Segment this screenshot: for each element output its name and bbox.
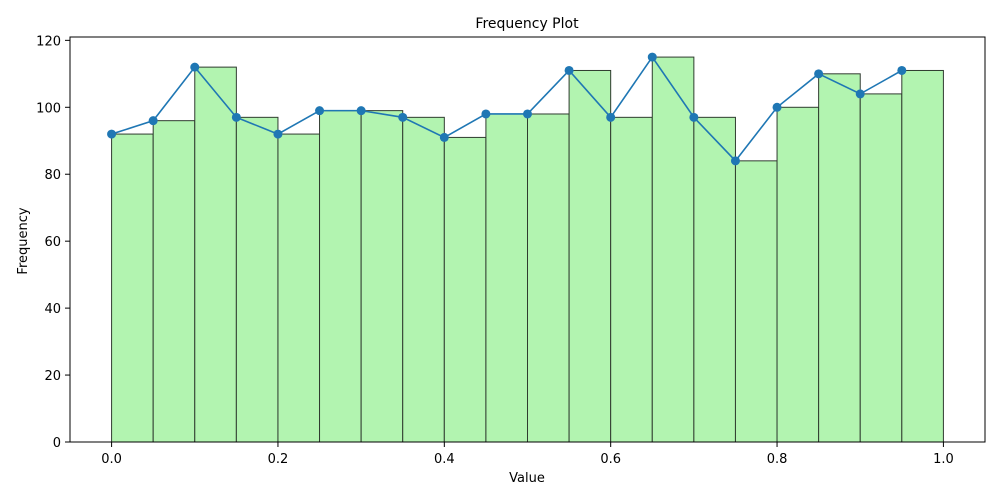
histogram-bar <box>610 116 653 443</box>
frequency-point <box>398 112 408 122</box>
frequency-point <box>190 62 200 72</box>
chart-title: Frequency Plot <box>475 16 579 32</box>
histogram-bar <box>152 120 196 443</box>
y-axis-label: Frequency <box>16 207 31 274</box>
x-axis: 0.0 0.2 0.4 0.6 0.8 1.0 <box>101 442 954 467</box>
histogram-bar <box>693 116 736 443</box>
frequency-point <box>315 106 325 116</box>
y-tick-label: 100 <box>36 101 61 116</box>
frequency-point <box>439 132 449 142</box>
y-tick-label: 20 <box>44 369 61 384</box>
histogram-bar <box>194 66 237 443</box>
histogram-bar <box>443 136 487 443</box>
frequency-point <box>730 156 740 166</box>
histogram-bar <box>651 56 695 443</box>
frequency-point <box>606 112 616 122</box>
histogram-bar <box>360 110 404 443</box>
histogram-bar <box>568 69 612 443</box>
frequency-point <box>107 129 117 139</box>
y-axis: 0 20 40 60 80 100 120 <box>36 34 70 451</box>
x-tick-label: 0.4 <box>434 452 455 467</box>
y-tick-label: 40 <box>44 302 61 317</box>
y-tick-label: 60 <box>44 235 61 250</box>
frequency-line <box>111 55 903 163</box>
x-tick-label: 0.6 <box>600 452 621 467</box>
plot-frame <box>69 36 986 443</box>
histogram-bar <box>734 160 778 443</box>
y-tick-label: 0 <box>53 436 61 451</box>
frequency-point <box>148 116 158 126</box>
histogram-bar <box>859 93 903 443</box>
frequency-point <box>772 102 782 112</box>
frequency-point <box>564 65 574 75</box>
frequency-point <box>689 112 699 122</box>
histogram-bar <box>111 133 154 443</box>
frequency-point <box>273 129 283 139</box>
x-tick-label: 0.2 <box>268 452 289 467</box>
frequency-point <box>855 89 865 99</box>
frequency-point <box>231 112 241 122</box>
histogram-bar <box>818 73 861 443</box>
histogram-bar <box>235 116 279 443</box>
histogram-bar <box>402 116 445 443</box>
frequency-line-layer <box>111 55 903 163</box>
x-axis-label: Value <box>509 471 545 486</box>
histogram-bar <box>901 69 944 443</box>
x-tick-label: 0.0 <box>101 452 122 467</box>
frequency-point <box>647 52 657 62</box>
y-tick-label: 80 <box>44 168 61 183</box>
frequency-point <box>523 109 532 119</box>
y-tick-label: 120 <box>36 34 61 49</box>
histogram-bar <box>776 106 820 443</box>
frequency-point <box>356 106 366 116</box>
x-tick-label: 0.8 <box>767 452 788 467</box>
histogram-bar <box>527 113 570 443</box>
x-tick-label: 1.0 <box>933 452 954 467</box>
frequency-point <box>814 69 824 79</box>
histogram-bars <box>111 56 944 443</box>
frequency-points <box>107 52 907 166</box>
histogram-bar <box>277 133 321 443</box>
histogram-bar <box>319 110 362 443</box>
frequency-point <box>481 109 491 119</box>
histogram-bar <box>485 113 528 443</box>
frequency-point <box>897 65 907 75</box>
